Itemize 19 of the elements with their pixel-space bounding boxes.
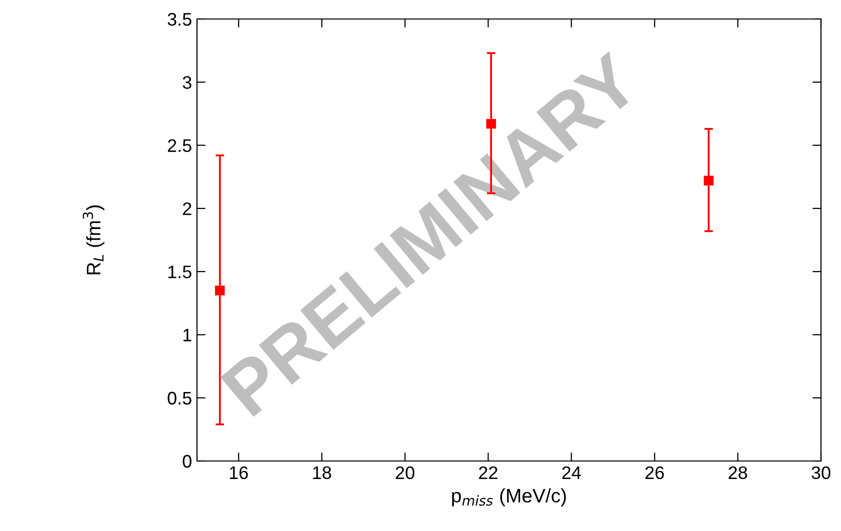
x-tick-label: 20 [396,466,414,480]
y-tick-label: 0.5 [168,392,192,405]
y-tick-label: 1 [183,328,192,342]
y-axis-title: R$_{L}$ (fm$^{3}$) [82,205,104,274]
y-tick-label: 2.5 [168,139,192,152]
y-tick-label: 3.5 [168,12,192,26]
x-tick-label: 30 [812,466,830,480]
x-tick-label: 24 [562,466,581,479]
point [704,176,714,186]
x-tick-label: 26 [645,466,664,480]
x-axis-title: p$_{miss}$ (MeV/c) [452,488,566,506]
y-tick-label: 2 [183,202,192,215]
y-tick-label: 0 [182,454,192,468]
y-tick-label: 3 [182,76,192,89]
x-tick-label: 28 [728,466,748,480]
x-tick-label: 16 [230,466,248,480]
x-tick-label: 22 [479,466,498,479]
y-tick-label: 1.5 [168,266,192,278]
x-tick-label: 18 [313,466,332,480]
